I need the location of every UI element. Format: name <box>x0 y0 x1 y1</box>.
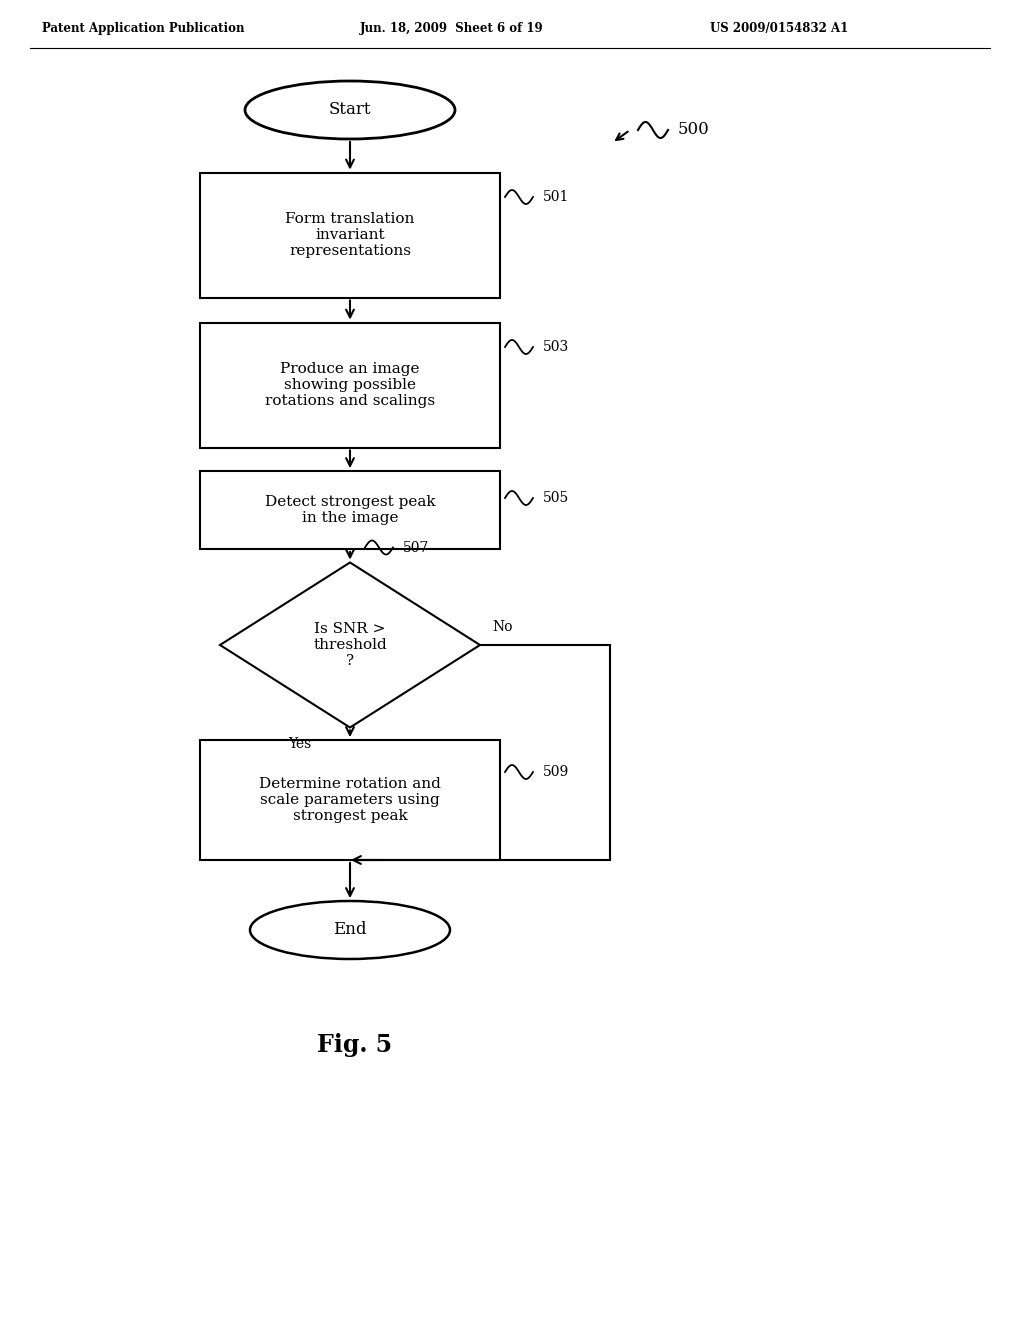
Text: 500: 500 <box>678 121 710 139</box>
Text: Form translation
invariant
representations: Form translation invariant representatio… <box>286 211 415 259</box>
Text: Is SNR >
threshold
?: Is SNR > threshold ? <box>313 622 387 668</box>
Text: Determine rotation and
scale parameters using
strongest peak: Determine rotation and scale parameters … <box>259 776 441 824</box>
Text: 503: 503 <box>543 341 569 354</box>
Text: Jun. 18, 2009  Sheet 6 of 19: Jun. 18, 2009 Sheet 6 of 19 <box>360 22 544 36</box>
Text: Start: Start <box>329 102 372 119</box>
Text: Produce an image
showing possible
rotations and scalings: Produce an image showing possible rotati… <box>265 362 435 408</box>
Text: 507: 507 <box>403 540 429 554</box>
Text: No: No <box>492 620 512 634</box>
FancyBboxPatch shape <box>200 471 500 549</box>
Text: Detect strongest peak
in the image: Detect strongest peak in the image <box>264 495 435 525</box>
Text: Fig. 5: Fig. 5 <box>317 1034 392 1057</box>
Ellipse shape <box>245 81 455 139</box>
FancyBboxPatch shape <box>200 322 500 447</box>
FancyBboxPatch shape <box>200 741 500 861</box>
Text: Yes: Yes <box>289 738 311 751</box>
Text: US 2009/0154832 A1: US 2009/0154832 A1 <box>710 22 848 36</box>
FancyBboxPatch shape <box>200 173 500 297</box>
Text: End: End <box>333 921 367 939</box>
Polygon shape <box>220 562 480 727</box>
Text: Patent Application Publication: Patent Application Publication <box>42 22 245 36</box>
Text: 501: 501 <box>543 190 569 205</box>
Text: 505: 505 <box>543 491 569 506</box>
Ellipse shape <box>250 902 450 960</box>
Text: 509: 509 <box>543 766 569 779</box>
